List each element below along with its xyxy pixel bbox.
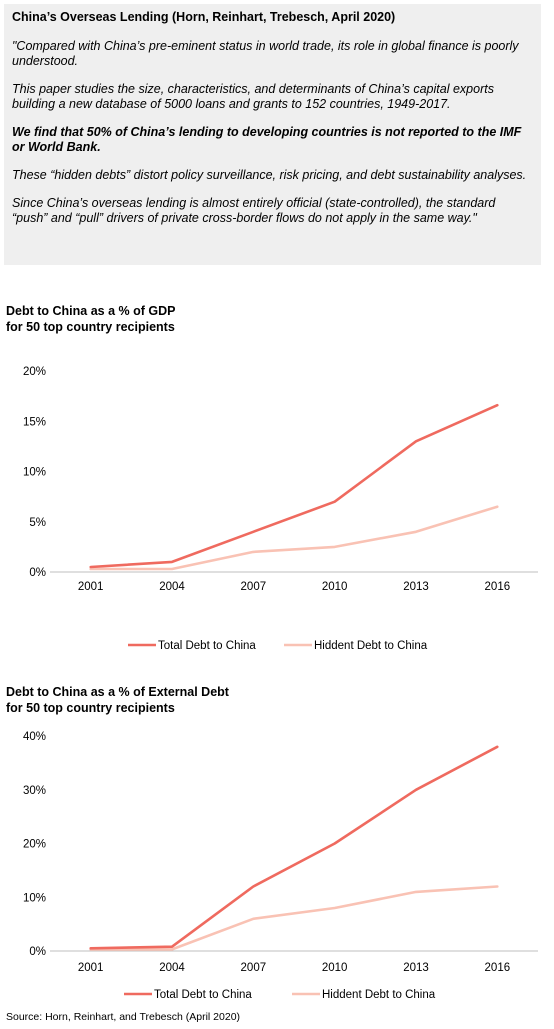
chart1-title: Debt to China as a % of GDP for 50 top c… [6,303,175,335]
quote-title: China’s Overseas Lending (Horn, Reinhart… [12,10,396,24]
chart1-title-line1: Debt to China as a % of GDP [6,304,176,318]
chart1-xtick-label: 2007 [241,581,267,593]
chart2-external-debt: 0% 10% 20% 30% 40% 2001 2004 2007 2010 2013 2016 To… [23,731,538,1001]
chart1-gdp: 0% 5% 10% 15% 20% 2001 2004 2007 2010 2013 2016 Tot… [23,366,538,652]
chart1-legend-label-1: Total Debt to China [158,640,256,652]
chart2-title-line1: Debt to China as a % of External Debt [6,685,229,699]
chart2-xtick-label: 2004 [159,962,185,974]
chart1-series-line-1 [89,403,499,569]
chart2-xtick-label: 2007 [241,962,267,974]
chart2-ytick-label: 10% [23,892,46,904]
chart1-ytick-label: 15% [23,416,46,428]
quote-paragraph-1: "Compared with China’s pre-eminent statu… [12,39,519,68]
quote-box: China’s Overseas Lending (Horn, Reinhart… [4,4,541,265]
chart2-series-line-2 [89,885,499,951]
chart1-title-line2: for 50 top country recipients [6,320,175,334]
chart1-series-line-2 [89,505,499,571]
chart2-xtick-label: 2016 [485,962,511,974]
chart1-xtick-label: 2016 [485,581,511,593]
chart2-legend-label-2: Hiddent Debt to China [322,989,436,1001]
chart2-ytick-label: 40% [23,731,46,743]
chart2-xtick-label: 2001 [78,962,104,974]
quote-paragraph-5: Since China’s overseas lending is almost… [12,196,496,225]
chart1-ytick-label: 0% [29,567,46,579]
quote-paragraph-2: This paper studies the size, characteris… [12,82,494,111]
quote-paragraph-3: We find that 50% of China’s lending to d… [12,125,522,154]
chart1-xtick-label: 2001 [78,581,104,593]
source-note: Source: Horn, Reinhart, and Trebesch (Ap… [6,1011,241,1023]
chart1-xtick-label: 2010 [322,581,348,593]
chart2-title: Debt to China as a % of External Debt fo… [6,684,229,716]
chart2-ytick-label: 0% [29,946,46,958]
chart2-xtick-label: 2010 [322,962,348,974]
chart2-series-line-1 [89,745,499,950]
chart2-ytick-label: 20% [23,839,46,851]
chart1-legend-label-2: Hiddent Debt to China [314,640,428,652]
chart1-ytick-label: 5% [29,517,46,529]
chart1-xtick-label: 2013 [403,581,429,593]
chart1-ytick-label: 10% [23,467,46,479]
chart1-xtick-label: 2004 [159,581,185,593]
chart2-legend-label-1: Total Debt to China [154,989,252,1001]
quote-paragraph-4: These “hidden debts” distort policy surv… [12,168,527,182]
chart2-xtick-label: 2013 [403,962,429,974]
chart1-ytick-label: 20% [23,366,46,378]
chart2-title-line2: for 50 top country recipients [6,701,175,715]
chart2-ytick-label: 30% [23,785,46,797]
